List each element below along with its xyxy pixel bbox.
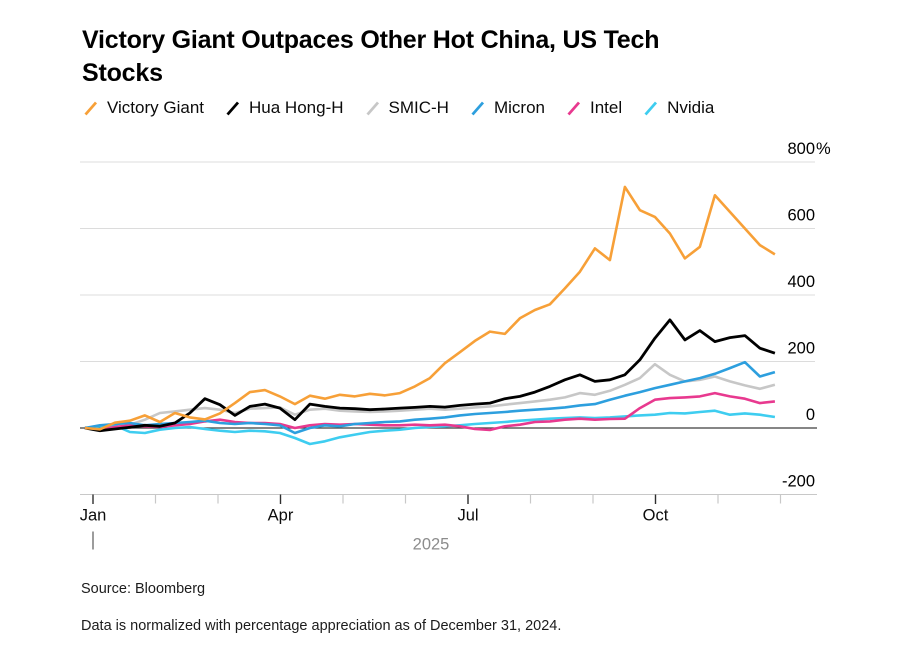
y-tick-percent-suffix: %	[816, 140, 831, 158]
legend-label-smic-h: SMIC-H	[388, 98, 449, 117]
micron-legend-slash-icon	[471, 101, 485, 115]
legend-item-nvidia: Nvidia	[643, 98, 714, 118]
year-label: 2025	[413, 536, 450, 554]
nvidia-legend-slash-icon	[644, 101, 658, 115]
victory-giant-legend-slash-icon	[84, 101, 98, 115]
series-line-smic-h	[84, 362, 776, 432]
source-credit: Source: Bloomberg	[81, 581, 206, 597]
smic-h-legend-slash-icon	[365, 101, 379, 115]
y-tick-label: 400	[787, 273, 815, 291]
legend-item-intel: Intel	[566, 98, 622, 118]
legend-item-micron: Micron	[470, 98, 545, 118]
legend-label-nvidia: Nvidia	[667, 98, 715, 117]
intel-legend-slash-icon	[567, 101, 581, 115]
legend-label-micron: Micron	[493, 98, 545, 117]
chart-title-line-2: Stocks	[82, 59, 163, 87]
chart-title: Victory Giant Outpaces Other Hot China, …	[82, 24, 659, 90]
y-tick-label: 600	[787, 207, 815, 225]
legend-label-hua-hong-h: Hua Hong-H	[249, 98, 344, 117]
y-tick-label: 0	[806, 406, 815, 424]
x-tick-label: Jul	[457, 507, 478, 525]
chart-title-line-1: Victory Giant Outpaces Other Hot China, …	[82, 26, 660, 54]
legend-label-victory-giant: Victory Giant	[107, 98, 205, 117]
hua-hong-h-legend-slash-icon	[226, 101, 240, 115]
y-tick-label: -200	[782, 473, 815, 491]
series-line-nvidia	[84, 409, 776, 446]
chart-canvas: 800 % 600 400 200 0 -200 Jan Apr Jul Oct 2025	[80, 140, 831, 554]
chart-legend: Victory Giant Hua Hong-H SMIC-H Micron Intel…	[83, 97, 714, 119]
y-tick-label: 200	[787, 340, 815, 358]
legend-label-intel: Intel	[589, 98, 623, 117]
series-line-micron	[84, 360, 776, 435]
y-tick-label: 800	[787, 140, 815, 158]
series-line-victory-giant	[84, 185, 776, 431]
legend-item-victory-giant: Victory Giant	[83, 98, 204, 118]
x-tick-label: Jan	[80, 507, 107, 525]
legend-item-hua-hong-h: Hua Hong-H	[225, 98, 344, 118]
series-line-hua-hong-h	[84, 318, 776, 433]
x-tick-label: Apr	[268, 507, 294, 525]
data-note: Data is normalized with percentage appre…	[81, 618, 562, 634]
legend-item-smic-h: SMIC-H	[365, 98, 449, 118]
x-tick-label: Oct	[643, 507, 669, 525]
series-line-intel	[84, 391, 776, 432]
